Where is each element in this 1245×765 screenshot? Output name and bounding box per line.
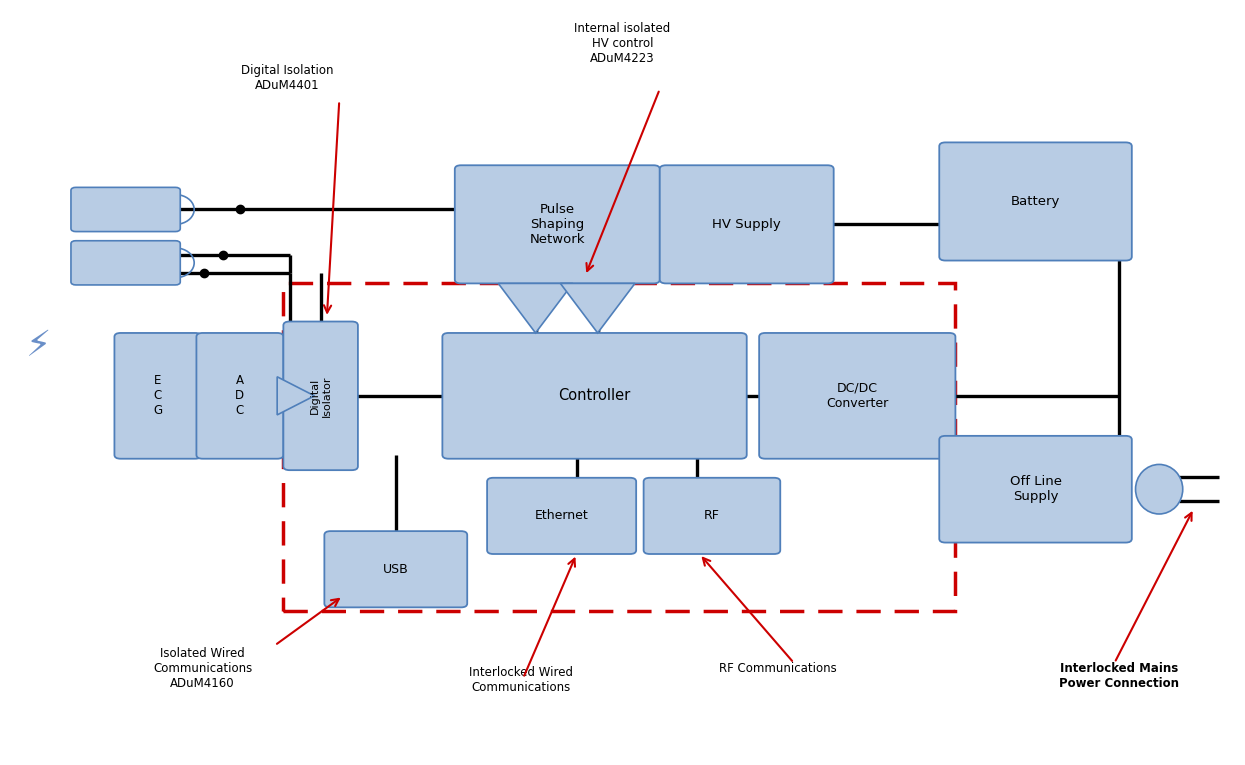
- FancyBboxPatch shape: [325, 531, 467, 607]
- Text: Internal isolated
HV control
ADuM4223: Internal isolated HV control ADuM4223: [574, 22, 671, 65]
- Text: Off Line
Supply: Off Line Supply: [1010, 475, 1062, 503]
- Text: Pulse
Shaping
Network: Pulse Shaping Network: [529, 203, 585, 246]
- Polygon shape: [560, 283, 635, 333]
- FancyBboxPatch shape: [454, 165, 660, 283]
- Text: Battery: Battery: [1011, 195, 1061, 208]
- FancyBboxPatch shape: [660, 165, 834, 283]
- Text: E
C
G: E C G: [153, 374, 162, 418]
- Text: HV Supply: HV Supply: [712, 218, 781, 231]
- Text: Digital Isolation
ADuM4401: Digital Isolation ADuM4401: [240, 63, 334, 92]
- FancyBboxPatch shape: [759, 333, 955, 459]
- Text: Ethernet: Ethernet: [535, 509, 589, 522]
- FancyBboxPatch shape: [644, 478, 781, 554]
- FancyBboxPatch shape: [197, 333, 284, 459]
- Text: A
D
C: A D C: [235, 374, 244, 418]
- Text: Interlocked Mains
Power Connection: Interlocked Mains Power Connection: [1059, 662, 1179, 690]
- FancyBboxPatch shape: [442, 333, 747, 459]
- Polygon shape: [498, 283, 573, 333]
- FancyBboxPatch shape: [115, 333, 202, 459]
- FancyBboxPatch shape: [71, 241, 181, 285]
- Text: Isolated Wired
Communications
ADuM4160: Isolated Wired Communications ADuM4160: [153, 647, 253, 690]
- Text: RF: RF: [703, 509, 720, 522]
- Text: Interlocked Wired
Communications: Interlocked Wired Communications: [468, 666, 573, 694]
- FancyBboxPatch shape: [939, 142, 1132, 261]
- Text: USB: USB: [383, 563, 408, 576]
- FancyBboxPatch shape: [939, 436, 1132, 542]
- FancyBboxPatch shape: [487, 478, 636, 554]
- FancyBboxPatch shape: [284, 321, 357, 470]
- Ellipse shape: [1135, 464, 1183, 514]
- Text: DC/DC
Converter: DC/DC Converter: [827, 382, 889, 410]
- Text: ⚡: ⚡: [26, 329, 51, 363]
- Text: Controller: Controller: [559, 389, 631, 403]
- Text: Digital
Isolator: Digital Isolator: [310, 375, 331, 417]
- Polygon shape: [278, 377, 315, 415]
- Text: RF Communications: RF Communications: [718, 662, 837, 675]
- FancyBboxPatch shape: [71, 187, 181, 232]
